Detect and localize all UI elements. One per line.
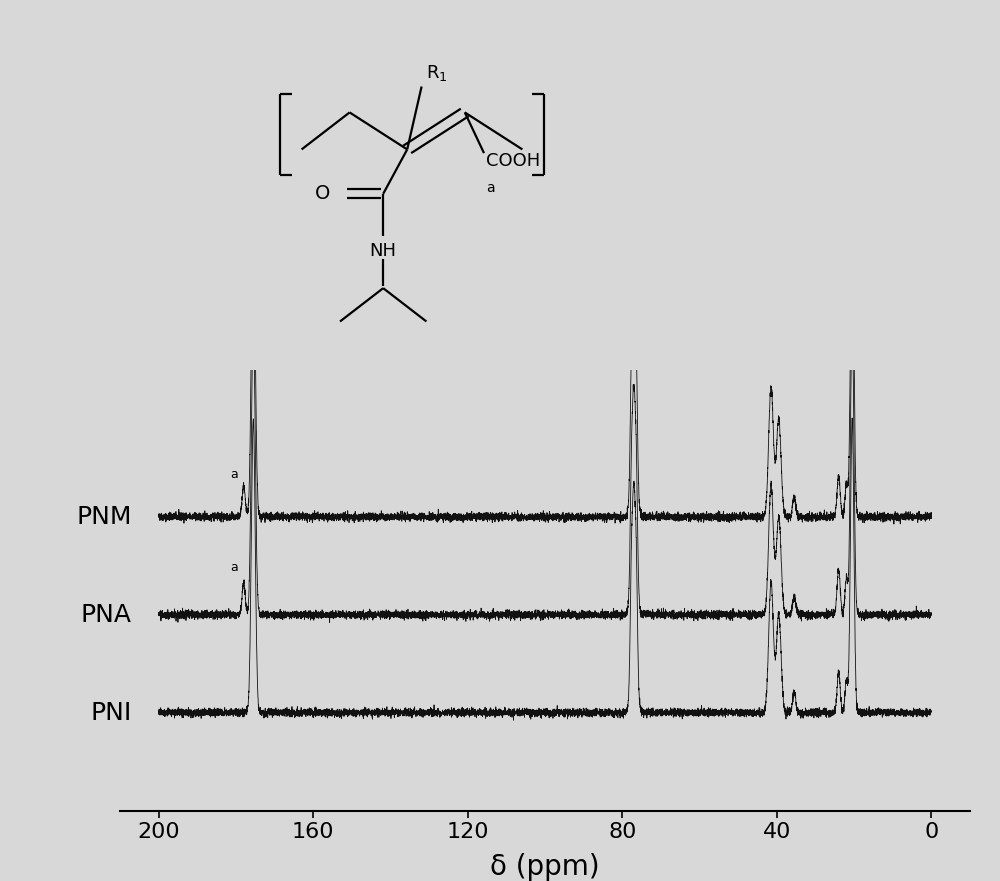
Text: NH: NH <box>370 242 397 260</box>
Text: a: a <box>486 181 495 195</box>
Text: COOH: COOH <box>486 152 541 169</box>
Text: O: O <box>315 184 330 204</box>
Text: R$_1$: R$_1$ <box>426 63 448 83</box>
Text: PNA: PNA <box>81 603 132 626</box>
Text: a: a <box>230 561 238 574</box>
Text: a: a <box>230 468 238 481</box>
Text: PNM: PNM <box>76 505 132 529</box>
Text: PNI: PNI <box>90 700 132 725</box>
X-axis label: δ (ppm): δ (ppm) <box>490 854 600 881</box>
